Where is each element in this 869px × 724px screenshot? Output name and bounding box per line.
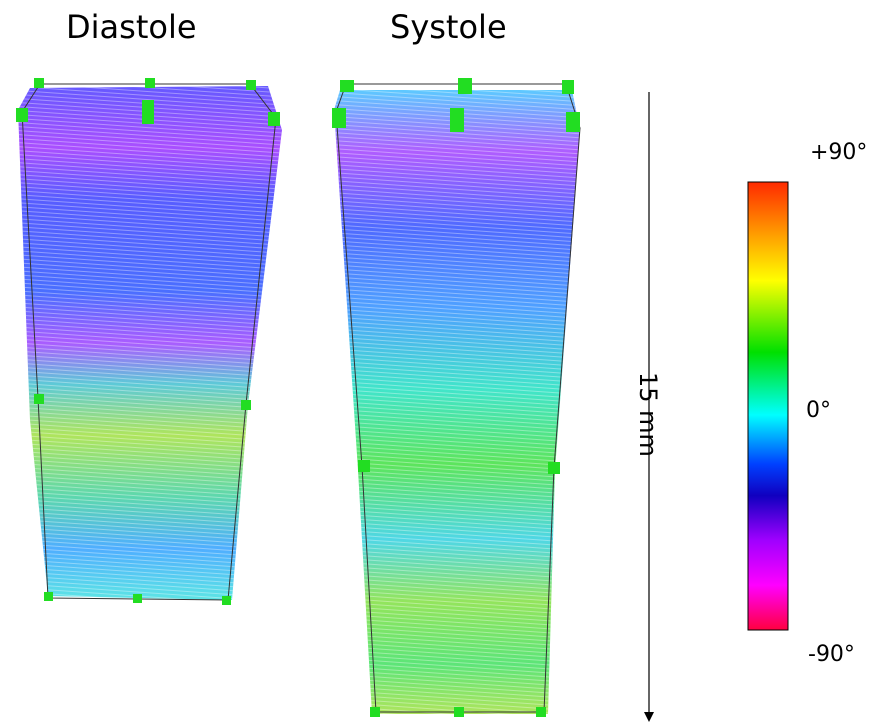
systole-title: Systole <box>390 8 507 46</box>
diastole-title: Diastole <box>66 8 197 46</box>
scale-bar-label: 15 mm <box>634 372 662 457</box>
colorbar-bottom-label: -90° <box>808 642 855 667</box>
diastole-panel <box>16 78 282 605</box>
diastole-markers <box>16 78 280 605</box>
systole-markers <box>332 78 580 717</box>
colorbar <box>747 181 789 631</box>
scale-bar-arrowhead <box>644 712 654 722</box>
scale-bar <box>644 92 654 722</box>
systole-panel <box>332 78 581 717</box>
colorbar-middle-label: 0° <box>806 398 831 423</box>
colorbar-top-label: +90° <box>810 140 868 165</box>
